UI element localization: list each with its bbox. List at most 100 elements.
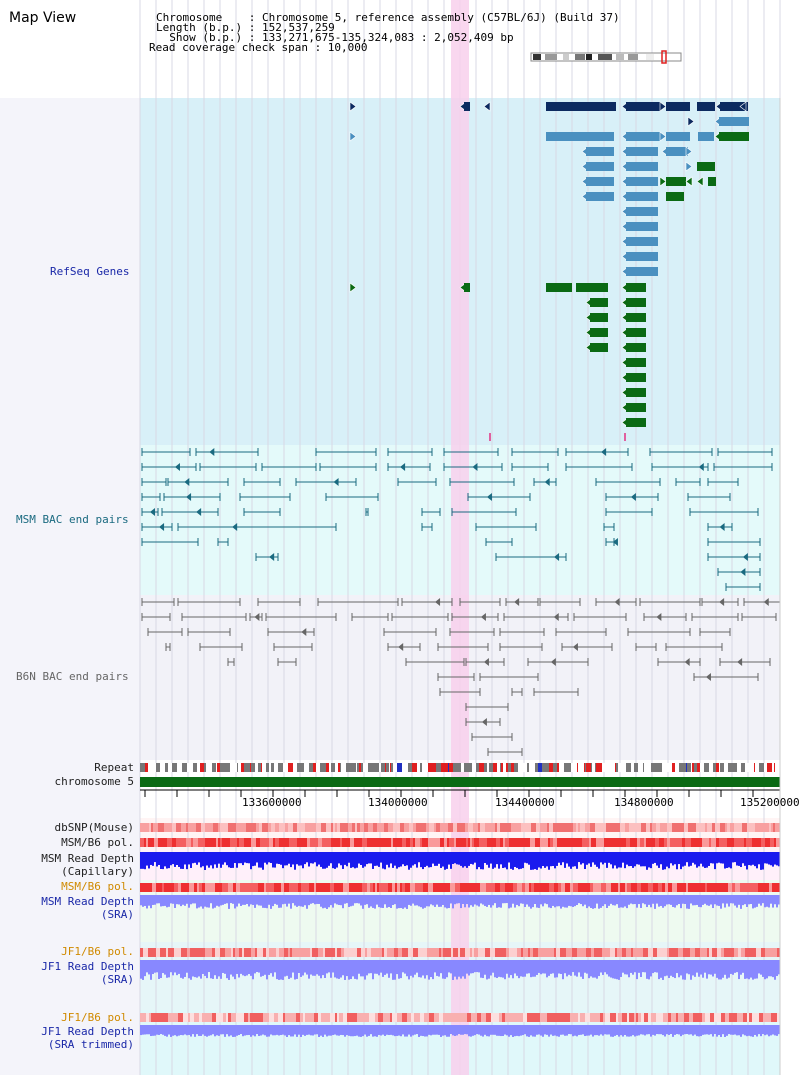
capillary-depth-bar <box>308 852 310 867</box>
msm-b6-pol-cell <box>730 838 732 847</box>
msm-b6-pol-cell <box>449 838 454 847</box>
msm-b6-pol-sra-cell <box>672 883 677 892</box>
repeat-element <box>381 763 385 772</box>
msm-sra-depth-bar <box>594 895 596 909</box>
jf1-b6-pol-cell <box>570 948 572 957</box>
jf1-b6-pol-trim-cell <box>737 1013 739 1022</box>
jf1-b6-pol-cell <box>279 948 284 957</box>
jf1-trim-depth-bar <box>742 1025 744 1035</box>
dbsnp-cell <box>641 823 646 832</box>
msm-b6-pol-cell <box>440 838 444 847</box>
msm-sra-depth-bar <box>404 895 406 908</box>
jf1-trim-depth-bar <box>526 1025 528 1037</box>
jf1-b6-pol-trim-cell <box>745 1013 747 1022</box>
ideogram-band <box>616 54 624 60</box>
msm-b6-pol-sra-cell <box>627 883 631 892</box>
repeat-element <box>591 763 592 772</box>
jf1-trim-depth-bar <box>186 1025 188 1036</box>
jf1-trim-depth-bar <box>734 1025 736 1035</box>
jf1-b6-pol-trim-cell <box>725 1013 729 1022</box>
msm-b6-pol-cell <box>679 838 682 847</box>
msm-b6-pol-sra-cell <box>720 883 724 892</box>
msm-b6-pol-cell <box>218 838 220 847</box>
jf1-b6-pol-cell <box>660 948 664 957</box>
jf1-sra-depth-bar <box>216 960 218 979</box>
jf1-trim-depth-bar <box>692 1025 694 1036</box>
msm-sra-depth-bar <box>236 895 238 907</box>
msm-b6-pol-cell <box>378 838 381 847</box>
msm-b6-pol-cell <box>496 838 500 847</box>
capillary-depth-bar <box>570 852 572 869</box>
repeat-element <box>497 763 500 772</box>
msm-sra-depth-bar <box>544 895 546 904</box>
capillary-depth-bar <box>180 852 182 869</box>
dbsnp-cell <box>183 823 186 832</box>
jf1-b6-pol-trim-cell <box>680 1013 684 1022</box>
dbsnp-cell <box>567 823 569 832</box>
jf1-sra-depth-bar <box>346 960 348 977</box>
b6n-bac-pair-arrow <box>254 613 260 621</box>
repeat-element <box>538 763 542 772</box>
msm-sra-depth-bar <box>434 895 436 907</box>
msm-sra-depth-bar <box>178 895 180 905</box>
jf1-sra-depth-bar <box>574 960 576 976</box>
msm-sra-depth-bar <box>512 895 514 904</box>
jf1-trim-depth-bar <box>480 1025 482 1036</box>
jf1-trim-depth-bar <box>518 1025 520 1037</box>
gene-strand-arrow <box>685 161 693 172</box>
repeat-element <box>772 763 774 772</box>
jf1-trim-depth-bar <box>612 1025 614 1037</box>
jf1-trim-depth-bar <box>462 1025 464 1035</box>
jf1-trim-depth-bar <box>386 1025 388 1035</box>
jf1-b6-pol-cell <box>423 948 427 957</box>
jf1-sra-depth-bar <box>684 960 686 980</box>
jf1-b6-pol-cell <box>751 948 756 957</box>
jf1-trim-depth-bar <box>456 1025 458 1036</box>
msm-b6-pol-cell <box>399 838 402 847</box>
capillary-depth-bar <box>612 852 614 869</box>
jf1-sra-depth-bar <box>176 960 178 976</box>
jf1-sra-depth-bar <box>696 960 698 973</box>
dbsnp-cell <box>457 823 461 832</box>
dbsnp-cell <box>434 823 436 832</box>
jf1-trim-depth-bar <box>196 1025 198 1035</box>
jf1-sra-depth-bar <box>304 960 306 973</box>
msm-b6-pol-cell <box>284 838 289 847</box>
dbsnp-cell <box>236 823 241 832</box>
repeat-element <box>472 763 474 772</box>
repeat-element <box>153 763 156 772</box>
capillary-depth-bar <box>228 852 230 868</box>
jf1-b6-pol-trim-cell <box>337 1013 339 1022</box>
msm-sra-depth-bar <box>260 895 262 906</box>
repeat-element <box>508 763 511 772</box>
jf1-b6-pol-cell <box>485 948 488 957</box>
msm-b6-pol-sra-cell <box>264 883 266 892</box>
msm-sra-depth-bar <box>162 895 164 907</box>
jf1-b6-pol-trim-cell <box>600 1013 603 1022</box>
capillary-depth-bar <box>720 852 722 864</box>
jf1-trim-depth-bar <box>664 1025 666 1037</box>
dbsnp-cell <box>153 823 158 832</box>
jf1-b6-pol-cell <box>648 948 653 957</box>
b6n-bac-pair-arrow <box>480 613 486 621</box>
msm-sra-depth-bar <box>270 895 272 909</box>
msm-b6-pol-sra-cell <box>697 883 699 892</box>
msm-b6-pol-cell <box>172 838 176 847</box>
msm-sra-depth-bar <box>342 895 344 909</box>
capillary-depth-bar <box>154 852 156 863</box>
jf1-trim-depth-bar <box>650 1025 652 1037</box>
jf1-sra-depth-bar <box>522 960 524 977</box>
msm-b6-pol-cell <box>694 838 697 847</box>
jf1-sra-depth-bar <box>154 960 156 973</box>
capillary-depth-bar <box>682 852 684 867</box>
dbsnp-cell <box>465 823 468 832</box>
msm-sra-depth-bar <box>314 895 316 905</box>
jf1-b6-pol-trim-cell <box>477 1013 481 1022</box>
jf1-sra-depth-bar <box>350 960 352 980</box>
repeat-element <box>643 763 644 772</box>
msm-sra-depth-bar <box>240 895 242 906</box>
msm-sra-depth-bar <box>222 895 224 905</box>
msm-b6-pol-sra-cell <box>349 883 351 892</box>
capillary-depth-bar <box>500 852 502 865</box>
